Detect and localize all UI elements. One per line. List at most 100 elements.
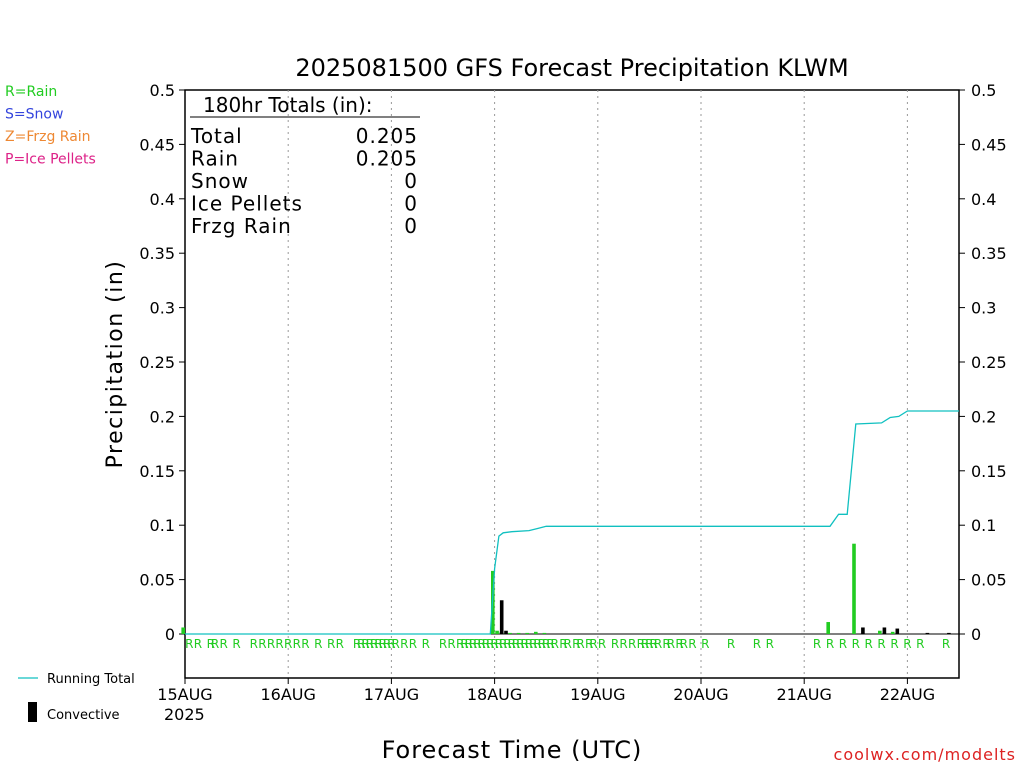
x-tick-label: 21AUG xyxy=(776,685,831,704)
precip-type-mark: R xyxy=(284,637,292,651)
precip-type-mark: R xyxy=(383,637,391,651)
precip-type-mark: R xyxy=(598,637,606,651)
y-tick-label-left: 0.25 xyxy=(139,353,175,372)
rain-bar xyxy=(542,632,547,634)
convective-bar xyxy=(499,600,504,634)
x-tick-label: 20AUG xyxy=(673,685,728,704)
rain-bar xyxy=(181,627,185,634)
y-tick-label-right: 0.5 xyxy=(971,81,996,100)
precip-type-mark: R xyxy=(637,637,645,651)
precip-type-mark: R xyxy=(512,637,520,651)
precip-type-mark: R xyxy=(465,637,473,651)
year-label: 2025 xyxy=(164,705,205,724)
precip-type-mark: R xyxy=(456,637,464,651)
precip-type-mark: R xyxy=(942,637,950,651)
rain-bar xyxy=(508,632,512,634)
bars xyxy=(181,543,951,634)
precip-type-mark: R xyxy=(293,637,301,651)
precip-type-legend: R=Rain S=Snow Z=Frzg Rain P=Ice Pellets xyxy=(5,84,96,168)
precip-type-mark: R xyxy=(576,637,584,651)
precip-type-mark: R xyxy=(469,637,477,651)
precip-type-mark: R xyxy=(611,637,619,651)
precip-type-mark: R xyxy=(516,637,524,651)
precip-type-mark: R xyxy=(619,637,627,651)
x-tick-label: 17AUG xyxy=(364,685,419,704)
x-axis-label: Forecast Time (UTC) xyxy=(382,736,643,764)
credit-text: coolwx.com/modelts xyxy=(834,745,1016,764)
running-total-layer xyxy=(185,410,959,635)
y-tick-label-right: 0.25 xyxy=(971,353,1007,372)
precip-type-mark: R xyxy=(194,637,202,651)
convective-legend-swatch xyxy=(28,702,37,722)
totals-label: Snow xyxy=(191,169,249,193)
precip-type-mark: R xyxy=(400,637,408,651)
precip-type-mark: R xyxy=(486,637,494,651)
totals-value: 0.205 xyxy=(356,124,418,148)
rain-bar xyxy=(534,631,538,634)
precip-type-mark: R xyxy=(207,637,215,651)
y-tick-label-left: 0.35 xyxy=(139,244,175,263)
precip-type-mark: R xyxy=(551,637,559,651)
precip-type-mark: R xyxy=(327,637,335,651)
precip-type-mark: R xyxy=(533,637,541,651)
precip-type-mark: R xyxy=(508,637,516,651)
precip-type-mark: R xyxy=(374,637,382,651)
precip-type-mark: R xyxy=(701,637,709,651)
precip-type-mark: R xyxy=(865,637,873,651)
y-tick-label-right: 0.05 xyxy=(971,571,1007,590)
precip-type-legend-item: S=Snow xyxy=(5,107,63,123)
precip-type-mark: R xyxy=(490,637,498,651)
y-tick-label-right: 0.15 xyxy=(971,462,1007,481)
precip-type-mark: R xyxy=(890,637,898,651)
y-tick-label-right: 0.1 xyxy=(971,516,996,535)
gridlines xyxy=(185,90,959,678)
y-tick-label-right: 0.45 xyxy=(971,135,1007,154)
precip-type-mark: R xyxy=(482,637,490,651)
precip-type-mark: R xyxy=(361,637,369,651)
precip-type-mark: R xyxy=(521,637,529,651)
totals-value: 0 xyxy=(404,192,418,216)
y-tick-label-left: 0.2 xyxy=(150,407,175,426)
x-tick-label: 15AUG xyxy=(157,685,212,704)
series-legend: Running Total Convective xyxy=(18,672,135,723)
rain-bar xyxy=(890,631,895,634)
y-axis-ticks: 0 00.05 0.050.1 0.10.15 0.150.2 0.20.25 0.250.… xyxy=(139,81,1006,644)
precip-type-mark: R xyxy=(826,637,834,651)
precip-type-mark: R xyxy=(589,637,597,651)
precip-type-mark: R xyxy=(645,637,653,651)
running-total-legend-label: Running Total xyxy=(47,672,135,687)
precip-type-mark: R xyxy=(839,637,847,651)
convective-bar xyxy=(895,628,900,634)
x-tick-label: 22AUG xyxy=(880,685,935,704)
y-tick-label-left: 0.4 xyxy=(150,190,175,209)
precip-type-mark: R xyxy=(185,637,193,651)
precip-type-mark: R xyxy=(267,637,275,651)
precip-type-mark: R xyxy=(903,637,911,651)
precip-type-mark: R xyxy=(650,637,658,651)
y-tick-label-left: 0.1 xyxy=(150,516,175,535)
y-axis-label: Precipitation (in) xyxy=(103,260,128,469)
precip-type-mark: R xyxy=(542,637,550,651)
totals-value: 0.205 xyxy=(356,147,418,171)
precip-type-mark: R xyxy=(473,637,481,651)
precip-type-mark: R xyxy=(353,637,361,651)
rain-bar xyxy=(826,622,830,634)
precip-type-mark: R xyxy=(232,637,240,651)
precip-type-mark: R xyxy=(525,637,533,651)
precip-type-mark: R xyxy=(499,637,507,651)
precip-type-mark: R xyxy=(877,637,885,651)
precip-type-mark: R xyxy=(250,637,258,651)
precip-type-mark: R xyxy=(447,637,455,651)
precip-type-mark: R xyxy=(301,637,309,651)
y-tick-label-left: 0.15 xyxy=(139,462,175,481)
precip-type-mark: R xyxy=(641,637,649,651)
totals-label: Frzg Rain xyxy=(191,214,292,238)
x-tick-label: 18AUG xyxy=(467,685,522,704)
totals-value: 0 xyxy=(404,169,418,193)
y-tick-label-right: 0.4 xyxy=(971,190,996,209)
convective-bar xyxy=(947,632,951,634)
running-total-line xyxy=(185,410,959,635)
rain-bar xyxy=(525,632,529,634)
convective-bar xyxy=(861,627,865,634)
